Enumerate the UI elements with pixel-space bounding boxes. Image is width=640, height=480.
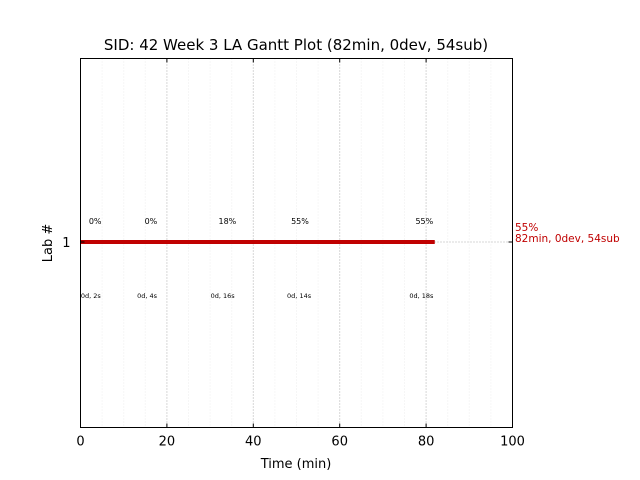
progress-label: 55% [291, 217, 309, 226]
progress-label: 0% [89, 217, 102, 226]
summary-stats: 82min, 0dev, 54sub [515, 233, 620, 245]
x-tick-label: 40 [245, 435, 262, 450]
x-tick-label: 20 [159, 435, 176, 450]
x-tick-label: 100 [500, 435, 525, 450]
duration-label: 0d, 4s [137, 292, 158, 300]
x-tick-label: 80 [418, 435, 435, 450]
x-tick-label: 60 [331, 435, 348, 450]
progress-label: 0% [145, 217, 158, 226]
x-tick-label: 0 [76, 435, 84, 450]
progress-label: 18% [218, 217, 236, 226]
annotations: 0% 0% 18% 55% 55% 0d, 2s 0d, 4s 0d, 16s 0d, 14s 0… [81, 217, 434, 300]
duration-label: 0d, 18s [409, 292, 434, 300]
y-axis-label: Lab # [41, 224, 56, 263]
plot-frame [80, 58, 513, 428]
duration-label: 0d, 16s [211, 292, 236, 300]
axes: 0 20 40 60 80 100 1 [62, 58, 525, 450]
chart-title: SID: 42 Week 3 LA Gantt Plot (82min, 0de… [104, 36, 488, 54]
duration-label: 0d, 14s [287, 292, 312, 300]
x-axis-label: Time (min) [260, 457, 332, 472]
duration-label: 0d, 2s [81, 292, 102, 300]
summary-percent: 55% [515, 222, 538, 234]
progress-label: 55% [415, 217, 433, 226]
y-tick-label: 1 [62, 236, 70, 251]
